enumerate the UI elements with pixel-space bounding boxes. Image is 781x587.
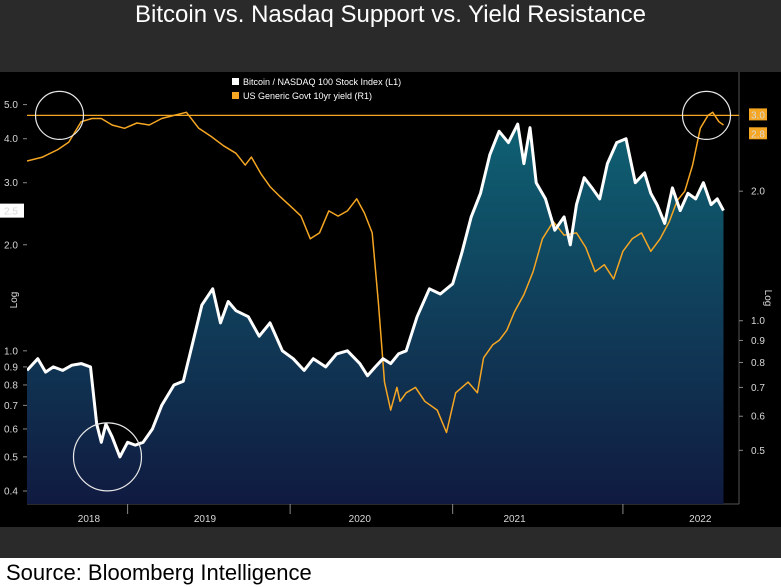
left-tick-label: 0.7 (4, 401, 18, 412)
chart-panel: 5.0 4.0 3.0 2.0 1.0 0.9 0.8 0.7 0.6 0.5 0.4 Log 2.5 … (0, 72, 781, 527)
x-tick-label: 2021 (503, 514, 526, 525)
legend-swatch-ratio (232, 78, 239, 85)
legend-label-ratio: Bitcoin / NASDAQ 100 Stock Index (L1) (243, 77, 401, 87)
x-tick-label: 2022 (689, 514, 712, 525)
left-tick-label: 0.6 (4, 424, 18, 435)
right-current-value-label: 3.0 (751, 110, 765, 121)
right-tick-label: 0.7 (751, 383, 765, 394)
left-tick-label: 0.5 (4, 452, 18, 463)
left-tick-label: 4.0 (4, 134, 18, 145)
right-tick-label: 0.8 (751, 358, 765, 369)
right-axis: 2.0 1.0 0.9 0.8 0.7 0.6 0.5 Log 3.0 2.8 (739, 108, 773, 457)
legend-swatch-yield (232, 92, 239, 99)
legend-label-yield: US Generic Govt 10yr yield (R1) (243, 91, 372, 101)
left-tick-label: 0.4 (4, 487, 18, 498)
right-tick-label: 2.0 (751, 187, 765, 198)
left-tick-label: 0.9 (4, 362, 18, 373)
chart-title: Bitcoin vs. Nasdaq Support vs. Yield Res… (135, 1, 646, 28)
ratio-area-fill (27, 124, 724, 504)
x-tick-label: 2019 (194, 514, 217, 525)
source-caption: Source: Bloomberg Intelligence (0, 558, 781, 587)
legend: Bitcoin / NASDAQ 100 Stock Index (L1) US… (232, 77, 401, 101)
right-current-value-tag (749, 108, 767, 121)
left-current-value-tag (0, 203, 24, 218)
left-current-value-label: 2.5 (4, 207, 18, 218)
annotation-layer (34, 90, 732, 492)
right-tick-label: 0.5 (751, 446, 765, 457)
left-axis-label: Log (9, 292, 20, 309)
yield-layer (27, 111, 724, 434)
annotation-circle (681, 90, 732, 140)
left-tick-label: 3.0 (4, 178, 18, 189)
right-tick-label: 0.6 (751, 412, 765, 423)
left-axis: 5.0 4.0 3.0 2.0 1.0 0.9 0.8 0.7 0.6 0.5 0.4 Log 2.5 (0, 100, 27, 498)
area-layer (27, 124, 724, 504)
x-axis: 2018 2019 2020 2021 2022 (78, 504, 712, 525)
left-tick-label: 0.8 (4, 380, 18, 391)
right-tick-label: 1.0 (751, 316, 765, 327)
ratio-layer (27, 122, 725, 459)
left-tick-label: 5.0 (4, 100, 18, 111)
x-tick-label: 2018 (78, 514, 101, 525)
annotation-circle (34, 90, 85, 140)
annotation-circle (72, 422, 143, 492)
chart-svg: 5.04.03.02.01.00.90.80.70.60.50.4Log2.5 … (0, 72, 773, 525)
right-current-value-label: 2.8 (751, 129, 765, 140)
ratio-series-line (27, 122, 725, 459)
x-tick-label: 2020 (349, 514, 372, 525)
right-tick-label: 0.9 (751, 336, 765, 347)
left-tick-label: 2.0 (4, 240, 18, 251)
yield-series-line (27, 111, 724, 434)
right-current-value-tag (749, 127, 767, 140)
left-tick-label: 1.0 (4, 346, 18, 357)
right-axis-label: Log (762, 290, 773, 307)
